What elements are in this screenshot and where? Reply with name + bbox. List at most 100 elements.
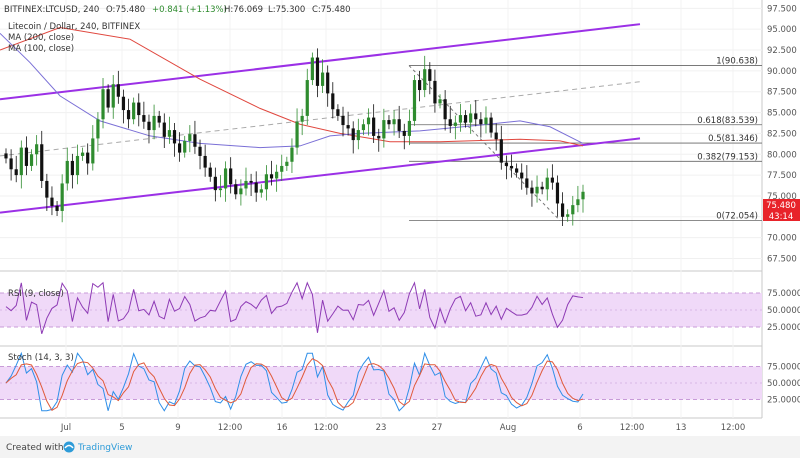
price-tick-label: 80.000: [767, 150, 797, 160]
candle: [116, 70, 120, 104]
candle-body: [75, 155, 80, 176]
time-axis[interactable]: Jul 5 9 12:00 16 12:00 23 27 Aug 6 12:00 13 12:00: [60, 423, 745, 433]
ma100-line: [0, 32, 584, 149]
candle: [275, 164, 279, 192]
candle: [35, 135, 39, 166]
fibonacci-retracement[interactable]: 1(90.638) 0.618(83.539) 0.5(81.346) 0.382(7…: [408, 57, 762, 222]
tradingview-logo-icon: [63, 441, 75, 453]
candle: [167, 116, 171, 144]
candle-body: [137, 102, 141, 116]
candle-body: [229, 168, 233, 185]
ma100-label[interactable]: MA (100, close): [8, 44, 74, 54]
price-tick-label: 70.000: [767, 234, 797, 244]
grid: [0, 0, 762, 418]
candle: [254, 171, 258, 202]
price-tick-label: 75.000: [767, 192, 797, 202]
candle-body: [412, 80, 417, 121]
candle: [387, 115, 391, 130]
candle-body: [244, 180, 248, 189]
candle: [412, 75, 417, 126]
candle-body: [106, 89, 110, 108]
candle-body: [540, 186, 544, 190]
candle: [285, 156, 289, 171]
candle-body: [178, 143, 182, 153]
candle: [280, 154, 284, 181]
candle-body: [65, 160, 69, 184]
candle: [525, 165, 529, 195]
candle: [366, 108, 371, 136]
price-tick-label: 67.500: [767, 254, 797, 264]
fib-level-label: 0.618(83.539): [697, 116, 758, 126]
fib-level-label: 0.5(81.346): [708, 134, 758, 144]
candle: [290, 138, 294, 174]
candle: [106, 84, 110, 113]
price-tick-label: 85.000: [767, 109, 797, 119]
candle-body: [86, 152, 90, 164]
candle-body: [70, 160, 74, 176]
candle: [121, 89, 126, 124]
candle: [351, 121, 355, 154]
osc-tick-label: 25.0000: [767, 396, 800, 406]
tradingview-brand[interactable]: TradingView: [77, 443, 132, 453]
candle: [70, 153, 74, 189]
candle: [484, 106, 488, 134]
stoch-band: [0, 366, 762, 400]
candle: [24, 136, 29, 176]
candle: [213, 167, 217, 202]
stoch-label[interactable]: Stoch (14, 3, 3): [8, 353, 74, 363]
candle: [356, 118, 360, 150]
candle-body: [402, 130, 406, 136]
candle: [494, 123, 498, 151]
osc-tick-label: 50.0000: [767, 379, 800, 389]
candle-body: [530, 187, 534, 194]
candle: [310, 52, 314, 86]
candle: [397, 105, 401, 139]
candle-body: [157, 115, 161, 123]
candle-body: [111, 84, 115, 108]
time-tick-label: 6: [577, 423, 582, 433]
candle-body: [474, 113, 478, 120]
candle-body: [372, 117, 376, 136]
channel-upper-line: [0, 23, 641, 101]
candle-body: [96, 119, 100, 139]
candle: [499, 125, 503, 170]
stoch-d-line: [5, 358, 584, 411]
candle-body: [361, 124, 366, 131]
candle: [428, 62, 432, 95]
candle-body: [423, 69, 427, 91]
candle-body: [341, 115, 345, 126]
ma200-label[interactable]: MA (200, close): [8, 33, 74, 43]
candle-body: [208, 167, 212, 177]
candle: [126, 98, 131, 129]
candle-body: [469, 113, 473, 123]
candle: [581, 184, 585, 213]
candle-body: [188, 134, 192, 141]
time-tick-label: 12:00: [218, 423, 243, 433]
candle-body: [29, 154, 34, 166]
candle: [14, 155, 18, 183]
change-value: +0.841 (+1.13%): [152, 5, 227, 15]
candle: [198, 139, 202, 170]
rsi-label[interactable]: RSI (9, close): [8, 289, 64, 299]
moving-averages: [0, 27, 584, 149]
candle-body: [239, 188, 243, 195]
candle-body: [315, 57, 320, 86]
symbol-label[interactable]: BITFINEX:LTCUSD, 240: [4, 5, 99, 15]
candle-body: [555, 182, 560, 204]
candle: [479, 112, 483, 138]
candle-body: [254, 182, 258, 193]
candle: [418, 70, 422, 102]
candle-body: [448, 119, 452, 126]
ma200-line: [0, 27, 584, 147]
candle: [259, 184, 263, 198]
candle: [9, 149, 13, 181]
candle-body: [560, 203, 565, 217]
candle: [218, 175, 223, 198]
candle: [336, 104, 340, 121]
candle: [571, 195, 575, 226]
candle-body: [504, 162, 509, 166]
footer: Created with TradingView: [0, 436, 800, 458]
ascending-channel[interactable]: [0, 23, 641, 214]
candle: [55, 200, 59, 216]
